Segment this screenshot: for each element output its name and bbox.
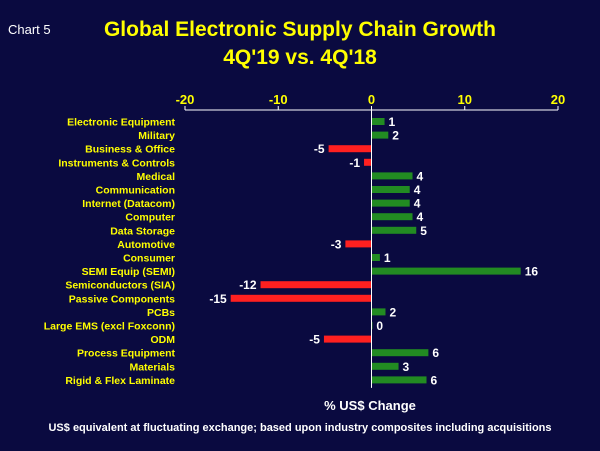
category-label: ODM	[151, 334, 176, 346]
bar	[371, 186, 410, 193]
bar	[345, 240, 372, 248]
data-label: 2	[389, 305, 396, 319]
bar	[371, 131, 389, 139]
category-label: Military	[138, 130, 175, 142]
x-tick-label: 10	[458, 92, 472, 107]
category-label: Semiconductors (SIA)	[65, 280, 175, 292]
category-label: Computer	[125, 212, 175, 224]
data-label: 1	[389, 115, 396, 129]
bar	[364, 158, 372, 166]
bar	[371, 199, 410, 207]
bar	[371, 308, 386, 316]
bar	[371, 254, 380, 261]
category-label: Communication	[96, 185, 175, 197]
data-label: -5	[309, 333, 320, 347]
category-label: Materials	[129, 361, 175, 373]
data-label: 5	[420, 224, 427, 238]
bar	[371, 267, 521, 275]
bar	[371, 362, 399, 370]
bar	[371, 226, 417, 234]
data-label: 6	[432, 346, 439, 360]
x-tick-label: -10	[269, 92, 288, 107]
category-label: Internet (Datacom)	[82, 198, 175, 210]
bar	[328, 145, 372, 153]
category-label: Process Equipment	[77, 348, 176, 360]
bar	[371, 118, 385, 125]
data-label: -15	[209, 292, 227, 306]
x-tick-label: 20	[551, 92, 565, 107]
category-label: SEMI Equip (SEMI)	[82, 266, 175, 278]
data-label: 4	[414, 183, 421, 197]
data-label: 3	[403, 360, 410, 374]
footnote: US$ equivalent at fluctuating exchange; …	[48, 422, 552, 434]
chart-number-label: Chart 5	[8, 22, 51, 37]
data-label: -5	[314, 142, 325, 156]
data-label: 1	[384, 251, 391, 265]
category-label: Data Storage	[110, 225, 175, 237]
category-label: Passive Components	[69, 293, 175, 305]
x-tick-label: 0	[368, 92, 375, 107]
data-label: 4	[414, 197, 421, 211]
bar	[371, 172, 413, 180]
bar	[371, 376, 427, 384]
category-label: Medical	[136, 171, 175, 183]
chart-title: Global Electronic Supply Chain Growth	[103, 18, 497, 41]
chart-subtitle: 4Q'19 vs. 4Q'18	[223, 46, 377, 69]
bar	[260, 281, 372, 289]
data-label: 6	[431, 373, 438, 387]
bar	[371, 213, 413, 221]
category-label: Rigid & Flex Laminate	[65, 375, 175, 387]
data-label: 0	[376, 319, 383, 333]
data-label: 4	[417, 169, 424, 183]
category-label: Large EMS (excl Foxconn)	[44, 321, 175, 333]
category-label: Automotive	[117, 239, 175, 251]
x-tick-label: -20	[176, 92, 195, 107]
bar	[371, 349, 429, 357]
category-label: Instruments & Controls	[58, 157, 175, 169]
data-label: -3	[331, 237, 342, 251]
x-axis-label: % US$ Change	[324, 398, 416, 413]
data-label: 2	[392, 129, 399, 143]
category-label: PCBs	[147, 307, 175, 319]
category-label: Consumer	[123, 253, 175, 265]
data-label: -1	[349, 156, 360, 170]
data-label: -12	[239, 278, 257, 292]
category-label: Business & Office	[85, 144, 175, 156]
bar	[323, 335, 372, 343]
data-label: 16	[525, 265, 539, 279]
bar	[230, 294, 372, 302]
data-label: 4	[417, 210, 424, 224]
category-label: Electronic Equipment	[67, 117, 175, 129]
